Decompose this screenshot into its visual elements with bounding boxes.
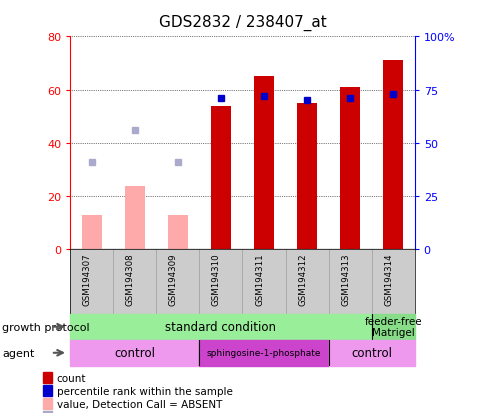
Text: rank, Detection Call = ABSENT: rank, Detection Call = ABSENT [57,411,217,413]
Text: GSM194307: GSM194307 [83,253,91,306]
Text: control: control [114,347,155,359]
Text: sphingosine-1-phosphate: sphingosine-1-phosphate [206,349,320,357]
Text: control: control [350,347,392,359]
Text: GSM194308: GSM194308 [126,253,135,306]
Text: GSM194309: GSM194309 [168,253,178,306]
Bar [254,77,273,250]
Text: GSM194310: GSM194310 [212,253,221,306]
Text: growth protocol: growth protocol [2,322,90,332]
Bar [340,88,359,250]
Text: GSM194312: GSM194312 [298,253,306,306]
Text: GSM194314: GSM194314 [383,253,393,306]
Text: GSM194313: GSM194313 [340,253,349,306]
Bar [43,372,52,383]
Bar [125,186,144,250]
Bar [199,340,328,366]
Bar [328,340,414,366]
Bar [70,340,199,366]
Bar [43,411,52,413]
Bar [70,314,371,340]
Bar [43,398,52,409]
Text: GDS2832 / 238407_at: GDS2832 / 238407_at [158,14,326,31]
Text: standard condition: standard condition [165,320,276,333]
Bar [43,385,52,396]
Text: GSM194311: GSM194311 [255,253,263,306]
Text: agent: agent [2,348,35,358]
Bar [211,106,230,250]
Text: value, Detection Call = ABSENT: value, Detection Call = ABSENT [57,399,222,408]
Text: percentile rank within the sample: percentile rank within the sample [57,386,232,396]
Text: count: count [57,373,86,383]
Text: feeder-free
Matrigel: feeder-free Matrigel [363,316,421,337]
Bar [297,104,316,250]
Bar [168,215,187,250]
Bar [383,61,402,250]
Bar [371,314,414,340]
Bar [82,215,101,250]
